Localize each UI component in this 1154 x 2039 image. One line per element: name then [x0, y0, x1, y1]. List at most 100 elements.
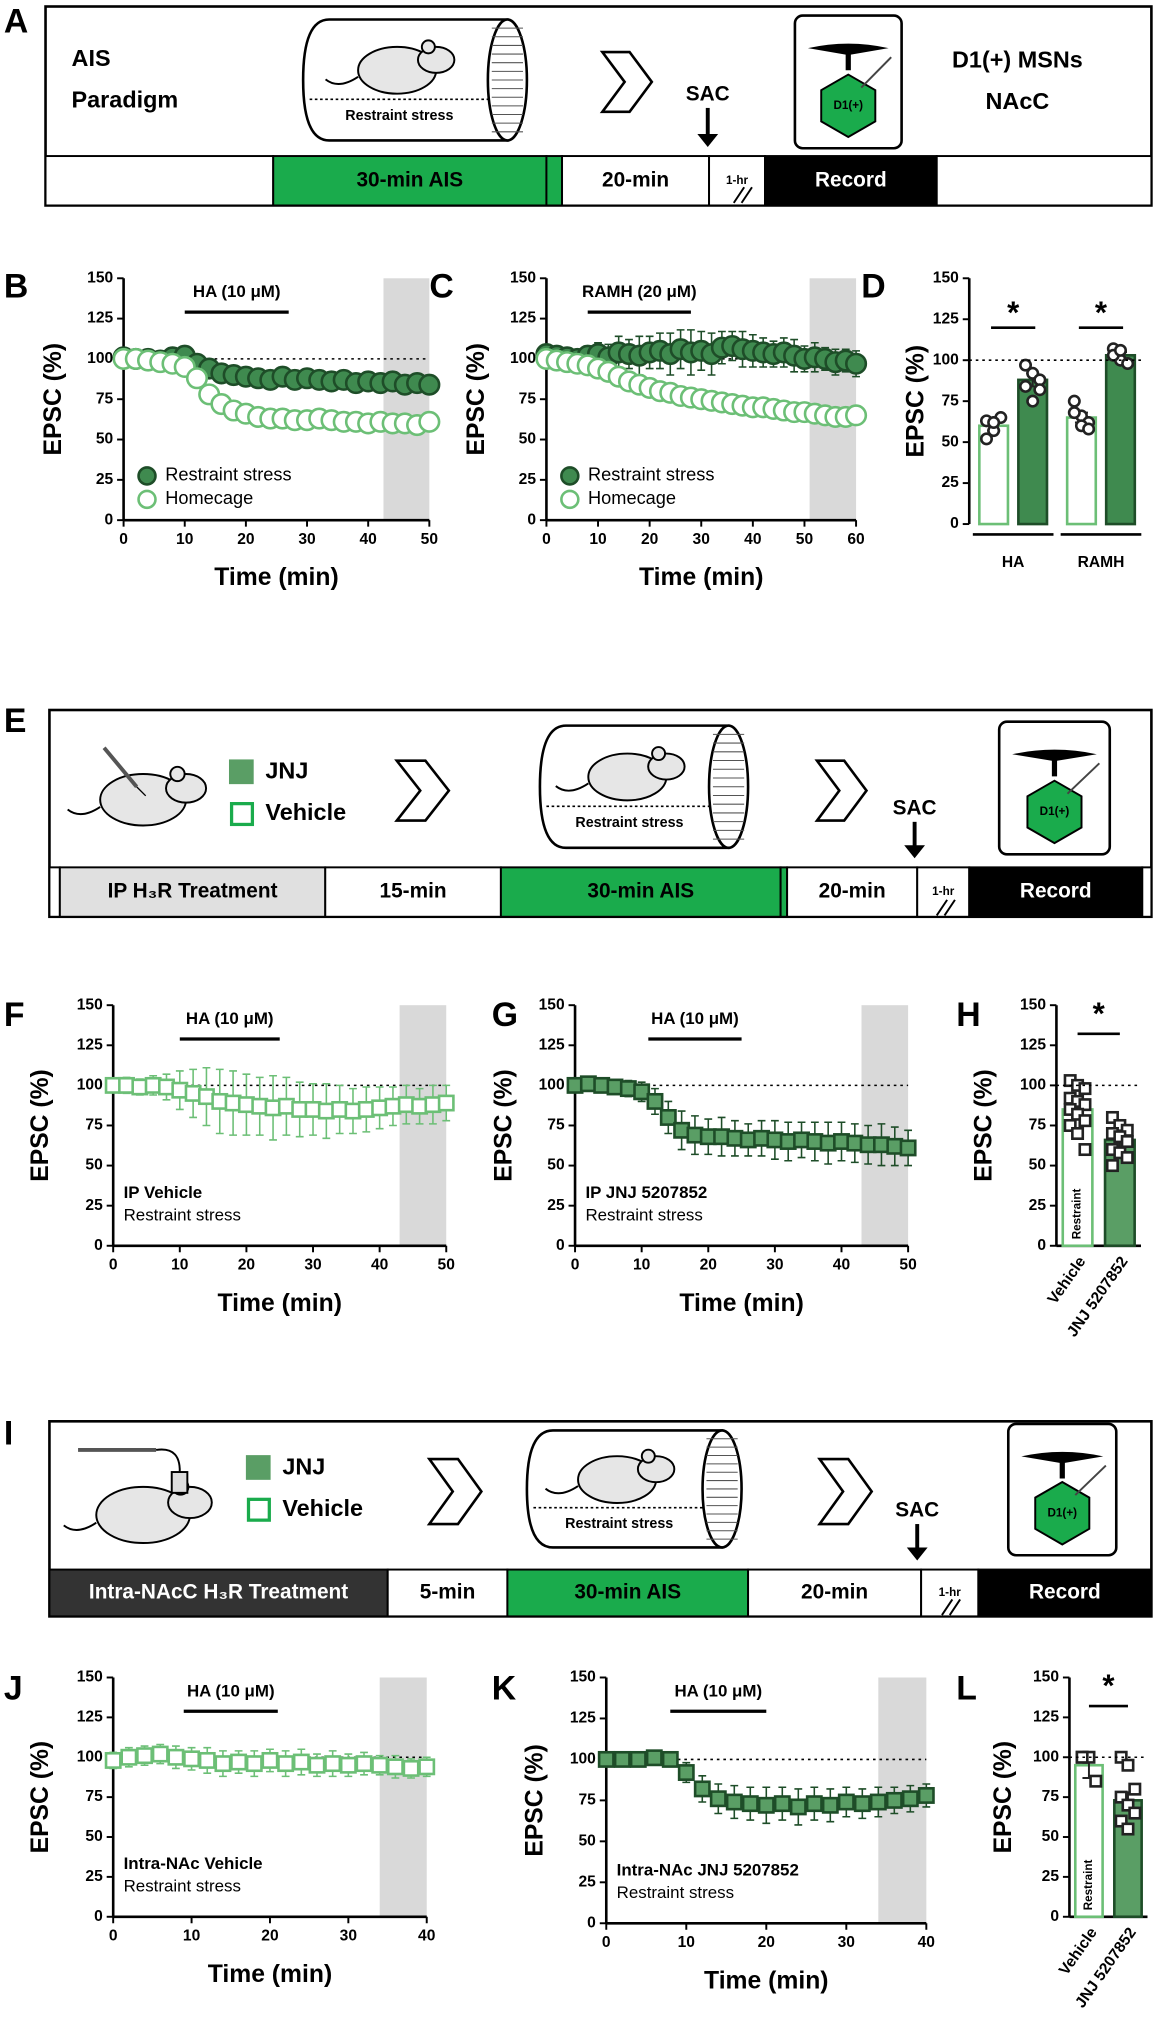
marker: [1026, 394, 1040, 408]
label: 30: [766, 1256, 784, 1273]
timeline-segment: [44, 155, 275, 207]
label: 50: [438, 1256, 456, 1273]
mouse-tail: [544, 1485, 579, 1495]
label: 50: [796, 531, 814, 548]
label: *: [1007, 295, 1020, 330]
label: 30: [838, 1934, 856, 1951]
label: L: [956, 1669, 977, 1707]
marker: [137, 489, 157, 510]
marker: [402, 1759, 420, 1777]
label: 0: [1037, 1237, 1046, 1254]
pipette: [1066, 762, 1101, 795]
label: 0: [571, 1256, 580, 1273]
label: 0: [556, 1237, 565, 1254]
label: Vehicle: [265, 799, 346, 825]
label: Restraint stress: [585, 1205, 702, 1224]
marker: [1105, 1110, 1119, 1124]
label: 75: [579, 1792, 597, 1809]
label: 20: [700, 1256, 718, 1273]
label: EPSC (%): [970, 1069, 997, 1182]
legend-swatch: [229, 802, 255, 827]
timeline-segment: [1141, 866, 1153, 918]
pipette: [860, 56, 892, 89]
label: HA (10 μM): [186, 1009, 274, 1028]
sac-arrowhead: [697, 133, 719, 147]
label: 25: [85, 1868, 103, 1885]
shade: [383, 278, 430, 521]
label: 150: [510, 269, 536, 286]
label: B: [4, 268, 28, 306]
timeline-segment: [499, 866, 782, 918]
sac-arrowhead: [904, 845, 926, 859]
marker: [725, 1793, 743, 1811]
label: 25: [941, 474, 959, 491]
label: Time (min): [704, 1967, 828, 1994]
mouse-ear: [420, 39, 436, 55]
label: 0: [587, 1914, 596, 1931]
marker: [1078, 1114, 1092, 1128]
label: 30: [304, 1256, 322, 1273]
timeline-segment: [58, 866, 327, 918]
marker: [677, 1764, 695, 1781]
marker: [120, 1748, 138, 1766]
label: JNJ: [282, 1453, 325, 1479]
label: SAC: [893, 796, 937, 819]
legend-swatch: [245, 1455, 271, 1480]
marker: [1114, 1814, 1128, 1828]
timeline-segment: [506, 1568, 750, 1618]
label: 150: [570, 1669, 596, 1686]
marker: [151, 1745, 169, 1763]
marker: [987, 415, 1001, 429]
marker: [979, 432, 993, 446]
marker: [1078, 1082, 1092, 1096]
marker: [185, 367, 209, 390]
label: IP Vehicle: [124, 1183, 203, 1202]
shade: [379, 1677, 427, 1917]
label: 0: [109, 1256, 118, 1273]
label: Intra-NAc JNJ 5207852: [617, 1861, 799, 1880]
label: 150: [87, 269, 113, 286]
timeline-segment: [272, 155, 548, 207]
break: [732, 186, 745, 204]
label: D1(+): [1047, 1506, 1077, 1519]
shade: [809, 278, 857, 521]
label: F: [4, 996, 25, 1034]
label: AIS: [72, 45, 111, 71]
timeline-segment: [764, 155, 938, 207]
mouse-tail: [324, 75, 359, 85]
label: D1(+): [1040, 805, 1070, 818]
marker: [633, 1083, 651, 1101]
marker: [661, 1750, 679, 1768]
marker: [277, 1755, 295, 1773]
label: Time (min): [214, 564, 338, 591]
label: 10: [633, 1256, 651, 1273]
label: IP JNJ 5207852: [585, 1183, 707, 1202]
label: 75: [1042, 1788, 1060, 1805]
marker: [1067, 394, 1081, 408]
label: 20-min: [819, 880, 886, 903]
label: Restraint stress: [565, 1516, 673, 1532]
label: 25: [519, 471, 537, 488]
break: [948, 1598, 961, 1616]
marker: [645, 1749, 663, 1767]
chevron: [814, 759, 869, 822]
marker: [560, 489, 580, 510]
marker: [1071, 1126, 1085, 1141]
label: EPSC (%): [522, 1744, 549, 1857]
label: 0: [527, 511, 536, 528]
marker: [821, 1796, 839, 1814]
mouse-tail: [67, 806, 101, 816]
marker: [1033, 383, 1047, 397]
marker: [646, 1092, 664, 1110]
timeline-segment: [747, 1568, 923, 1618]
label: 25: [579, 1873, 597, 1890]
label: Restraint: [1082, 1860, 1095, 1911]
label: *: [1095, 295, 1108, 330]
label: 0: [94, 1908, 103, 1925]
label: 0: [602, 1934, 611, 1951]
timeline-segment: [977, 1568, 1153, 1618]
label: 50: [899, 1256, 917, 1273]
label: H: [956, 996, 980, 1034]
marker: [560, 466, 580, 486]
